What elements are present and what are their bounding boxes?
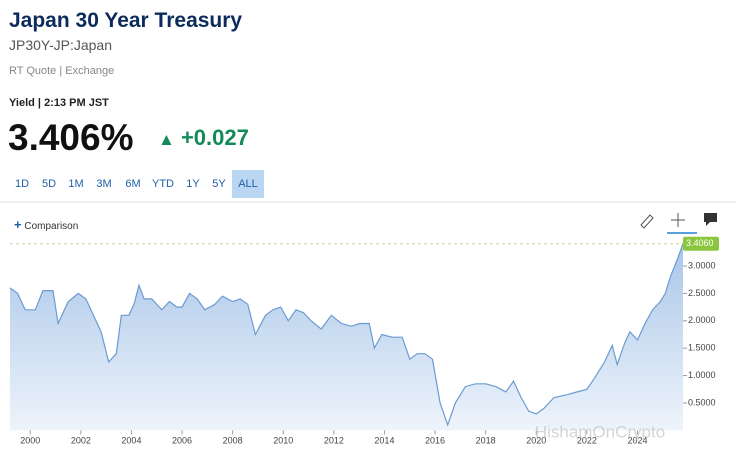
line <box>9 243 684 427</box>
timestamp: Yield | 2:13 PM JST <box>9 97 109 109</box>
x-tick-label: 2022 <box>577 435 597 445</box>
range-button[interactable]: 6M <box>125 178 141 190</box>
x-tick-label: 2006 <box>172 435 192 445</box>
plus-icon: + <box>14 217 22 232</box>
draw-tool[interactable] <box>640 214 654 229</box>
y-tick-label: 0.5000 <box>688 397 716 407</box>
title: Japan 30 Year Treasury <box>9 9 243 32</box>
range-button[interactable]: 1D <box>14 178 30 190</box>
last-value-box <box>683 236 719 251</box>
comparison-button[interactable]: + Comparison <box>14 217 78 232</box>
watermark: HishamOnCrypto <box>535 422 665 441</box>
x-tick-label: 2020 <box>526 435 546 445</box>
x-tick-label: 2018 <box>476 435 496 445</box>
x-tick-label: 2002 <box>71 435 91 445</box>
y-tick-label: 2.5000 <box>688 288 716 298</box>
change-value: +0.027 <box>180 125 249 150</box>
quote-source: RT Quote | Exchange <box>9 65 115 77</box>
x-tick-label: 2008 <box>223 435 243 445</box>
note-tool[interactable] <box>704 213 717 226</box>
x-tick-label: 2000 <box>20 435 40 445</box>
comparison-label: Comparison <box>24 221 79 232</box>
symbol: JP30Y-JP:Japan <box>9 37 112 53</box>
range-button[interactable]: 3M <box>96 178 112 190</box>
change: ▲ +0.027 <box>158 125 249 151</box>
last-value-label: 3.4060 <box>686 238 714 248</box>
x-tick-label: 2024 <box>627 435 647 445</box>
range-button[interactable]: YTD <box>152 178 174 190</box>
x-tick-label: 2012 <box>324 435 344 445</box>
x-tick-label: 2010 <box>273 435 293 445</box>
y-tick-label: 1.5000 <box>688 343 716 353</box>
range-button[interactable]: 1Y <box>186 178 200 190</box>
range-button[interactable]: 5D <box>41 178 57 190</box>
y-tick-label: 3.0000 <box>688 260 716 270</box>
area <box>10 243 683 431</box>
y-tick-label: 2.0000 <box>688 315 716 325</box>
range-button[interactable]: ALL <box>232 170 264 198</box>
price: 3.406% <box>8 117 134 158</box>
x-tick-label: 2016 <box>425 435 445 445</box>
up-arrow: ▲ <box>158 130 175 149</box>
y-tick-label: 1.0000 <box>688 370 716 380</box>
x-tick-label: 2004 <box>121 435 141 445</box>
range-button[interactable]: 5Y <box>212 178 226 190</box>
range-button[interactable]: 1M <box>68 178 84 190</box>
x-tick-label: 2014 <box>374 435 394 445</box>
crosshair-tool[interactable] <box>667 213 697 234</box>
